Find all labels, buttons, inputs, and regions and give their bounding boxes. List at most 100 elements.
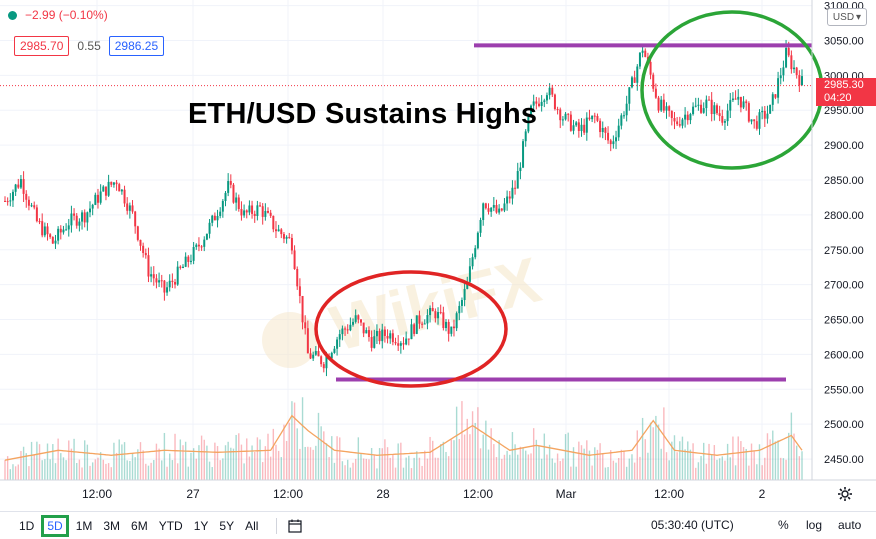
volume-bar	[716, 459, 718, 480]
timeframe-1y[interactable]: 1Y	[193, 518, 209, 533]
volume-bar	[780, 457, 782, 480]
candle-body	[269, 212, 272, 216]
timeframe-5d[interactable]: 5D	[41, 514, 69, 537]
volume-bar	[333, 462, 336, 480]
candle-body	[790, 55, 793, 70]
volume-bar	[721, 456, 723, 480]
candle-body	[599, 120, 602, 133]
utc-clock[interactable]: 05:30:40 (UTC)	[651, 518, 734, 532]
volume-bar	[365, 458, 368, 480]
candle-body	[288, 237, 291, 239]
volume-bar	[41, 460, 43, 480]
candle-body	[30, 205, 33, 207]
candle-body	[641, 50, 644, 53]
volume-bar	[501, 458, 503, 480]
sell-button[interactable]: 2985.70	[14, 36, 70, 56]
volume-bar	[750, 443, 753, 480]
volume-bar	[509, 454, 511, 480]
volume-bar	[697, 462, 700, 480]
volume-bar	[99, 452, 102, 480]
volume-bar	[198, 445, 200, 480]
timeframe-1m[interactable]: 1M	[75, 518, 93, 533]
candle-body	[200, 246, 203, 248]
timeframe-5y[interactable]: 5Y	[219, 518, 235, 533]
timeframe-1d[interactable]: 1D	[19, 518, 35, 533]
volume-bar	[617, 458, 620, 480]
candle-body	[723, 121, 726, 123]
last-price-tag: 2985.30 04:20	[816, 78, 876, 106]
candle-body	[152, 274, 155, 279]
volume-bar	[424, 450, 426, 480]
volume-bar	[633, 462, 636, 480]
candles	[4, 39, 803, 377]
volume-bar	[801, 451, 803, 480]
buy-button[interactable]: 2986.25	[108, 36, 165, 56]
candle-body	[375, 330, 378, 337]
volume-bar	[532, 428, 535, 480]
volume-bar	[169, 453, 171, 480]
candle-body	[487, 208, 490, 212]
volume-bar	[455, 406, 458, 480]
candle-body	[490, 207, 493, 212]
volume-bar	[713, 445, 716, 480]
volume-bar	[692, 443, 694, 480]
candle-body	[362, 322, 365, 334]
candle-body	[399, 343, 402, 346]
candle-body	[405, 338, 408, 345]
volume-bar	[628, 458, 631, 480]
volume-bar	[238, 433, 240, 480]
x-tick-label: 12:00	[463, 487, 493, 501]
y-tick-label: 2650.00	[824, 315, 864, 327]
timeframe-6m[interactable]: 6M	[131, 518, 148, 533]
percent-scale-toggle[interactable]: %	[778, 518, 789, 532]
volume-bar	[514, 444, 516, 480]
volume-bar	[285, 440, 288, 480]
candle-body	[455, 313, 458, 329]
candle-body	[793, 67, 796, 70]
candle-body	[585, 117, 588, 133]
timeframe-ytd[interactable]: YTD	[158, 518, 183, 533]
candle-body	[160, 280, 163, 282]
volume-bar	[357, 437, 360, 480]
volume-bar	[339, 437, 341, 480]
candle-body	[203, 239, 206, 247]
candle-body	[572, 125, 575, 131]
currency-select[interactable]: USD ▾	[827, 8, 867, 26]
calendar-range-icon[interactable]	[287, 518, 303, 534]
volume-bar	[660, 448, 662, 480]
candle-body	[755, 121, 758, 129]
log-scale-toggle[interactable]: log	[806, 518, 823, 532]
volume-bar	[652, 427, 654, 480]
candle-body	[402, 343, 405, 345]
candle-body	[452, 326, 455, 329]
candle-body	[49, 234, 52, 237]
volume-bar	[761, 465, 763, 480]
volume-bar	[527, 454, 530, 480]
volume-bar	[381, 448, 383, 480]
volume-bar	[89, 465, 91, 480]
y-tick-label: 2900.00	[824, 140, 864, 152]
candle-body	[593, 115, 596, 117]
volume-bar	[410, 468, 413, 480]
volume-bars	[4, 397, 803, 480]
candle-body	[439, 312, 442, 314]
candle-body	[14, 184, 17, 192]
timeframe-all[interactable]: All	[245, 518, 259, 533]
watermark: WikiFX	[262, 243, 548, 368]
volume-bar	[588, 450, 591, 480]
candle-body	[166, 287, 169, 293]
volume-bar	[681, 436, 684, 480]
timeframe-3m[interactable]: 3M	[103, 518, 121, 533]
volume-bar	[113, 442, 115, 480]
volume-bar	[594, 447, 596, 480]
volume-bar	[195, 458, 197, 480]
candle-body	[530, 105, 533, 117]
candle-body	[545, 95, 548, 101]
auto-scale-toggle[interactable]: auto	[838, 518, 862, 532]
candle-body	[601, 127, 604, 133]
lows-circle	[314, 270, 508, 388]
candle-body	[46, 226, 49, 235]
gear-icon[interactable]	[837, 486, 853, 502]
